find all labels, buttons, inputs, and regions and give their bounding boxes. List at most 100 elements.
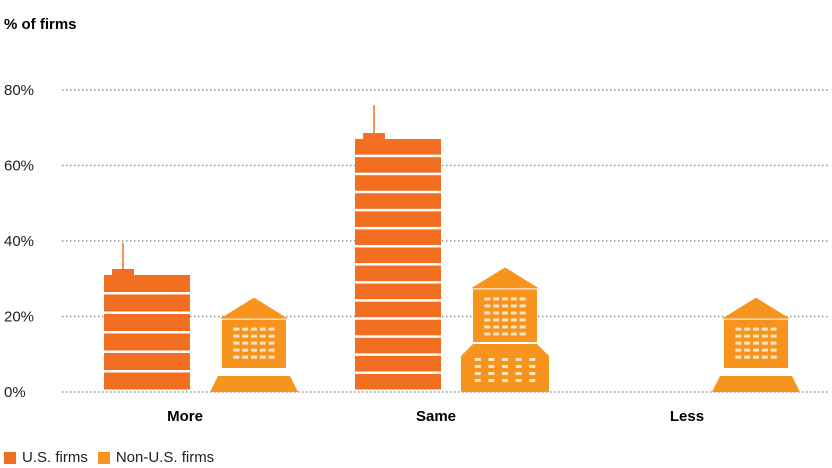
bar-window [515,372,522,375]
bar-window [233,348,240,352]
bar-window [251,341,257,345]
bar-window [484,325,491,329]
bar-window [488,365,495,368]
bar-window [510,304,517,308]
bar-window [502,358,508,361]
bar-window [251,334,257,338]
bar-us-floor [355,211,441,227]
legend: U.S. firms Non-U.S. firms [4,449,214,466]
legend-label-non-us: Non-U.S. firms [115,449,215,466]
legend-swatch-non-us [97,451,110,464]
bar-window [770,327,777,331]
bar-window [510,318,517,322]
bar-us-floor [355,355,441,372]
bar-window [761,327,768,331]
bar-window [268,334,275,338]
bar-us-floor [355,247,441,264]
bar-non-us-less [712,297,800,392]
bar-window [510,297,517,301]
bar-window [753,327,759,331]
legend-swatch-us [4,451,16,464]
bar-us-floor [104,352,190,370]
bar-window [502,379,508,382]
bar-window [502,332,508,336]
bar-window [510,332,517,336]
bar-window [761,348,768,352]
bar-us-floor [355,373,441,390]
legend-label-us: U.S. firms [22,449,88,466]
bar-window [502,311,508,315]
y-tick-label: 60% [4,158,34,175]
bar-window [744,355,751,359]
bar-window [753,348,759,352]
bar-window [268,341,275,345]
bar-window [519,297,526,301]
bar-window [735,341,742,345]
x-tick-label: Same [416,408,456,425]
bar-window [770,348,777,352]
bar-window [242,334,249,338]
bar-window [484,304,491,308]
bar-window [242,341,249,345]
bar-window [493,311,500,315]
bar-window [735,355,742,359]
bar-window [268,327,275,331]
bar-window [770,334,777,338]
bar-window [753,341,759,345]
bar-window [474,365,481,368]
bar-window [259,334,266,338]
bar-us-floor [355,319,441,336]
bar-non-us-roof [471,267,539,289]
bar-window [519,332,526,336]
bar-window [735,327,742,331]
bar-window [251,327,257,331]
bar-window [519,304,526,308]
bar-window [529,365,536,368]
bar-window [529,372,536,375]
bar-window [761,341,768,345]
bar-window [529,379,536,382]
bar-window [744,334,751,338]
bar-window [515,358,522,361]
bar-us-floor [104,294,190,312]
bar-us-floor [355,193,441,209]
bar-non-us-same [461,267,549,392]
bar-us-floor [355,175,441,191]
bar-window [493,332,500,336]
x-tick-label: Less [670,408,704,425]
bar-window [233,327,240,331]
bar-window [770,355,777,359]
y-tick-label: 40% [4,233,34,250]
bar-window [493,304,500,308]
bar-window [251,348,257,352]
bar-window [259,355,266,359]
y-tick-label: 0% [4,384,26,401]
bar-us-penthouse [112,268,134,275]
bar-non-us-base [712,376,800,392]
bar-window [761,355,768,359]
bar-us-same [355,105,441,390]
bar-window [488,358,495,361]
y-tick-label: 80% [4,82,34,99]
y-tick-label: 20% [4,309,34,326]
bar-window [484,311,491,315]
bar-non-us-base [210,376,298,392]
bar-window [484,332,491,336]
bar-us-floor [355,283,441,300]
bar-window [510,325,517,329]
bar-window [519,325,526,329]
bar-window [744,348,751,352]
bar-window [488,379,495,382]
bar-window [510,311,517,315]
bar-us-more [104,242,190,390]
bar-non-us-roof [220,297,288,319]
bar-window [251,355,257,359]
bar-window [493,297,500,301]
bar-non-us-more [210,297,298,392]
bar-window [502,325,508,329]
bar-us-floor [355,301,441,318]
x-tick-label: More [167,408,203,425]
bar-us-floor [355,229,441,245]
bar-window [744,341,751,345]
